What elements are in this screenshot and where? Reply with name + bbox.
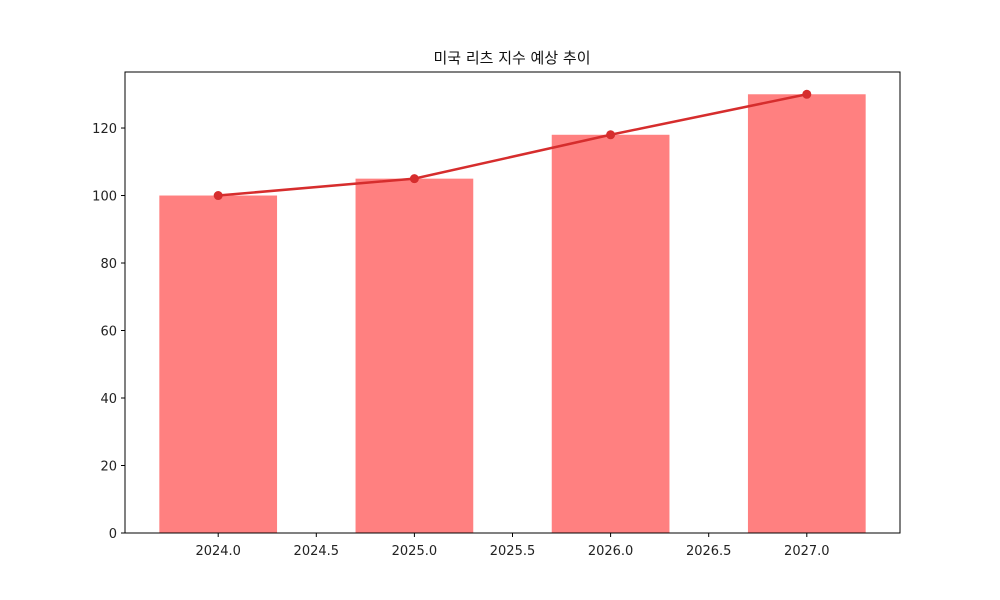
y-tick-label: 20 <box>100 460 117 475</box>
y-axis: 0 20 40 60 80 100 120 <box>92 122 125 542</box>
y-tick-label: 120 <box>92 122 117 137</box>
line-path <box>218 93 808 197</box>
line-marker <box>213 191 223 201</box>
line-marker <box>606 130 616 140</box>
x-tick-label: 2025.5 <box>490 544 536 559</box>
y-tick-label: 100 <box>92 190 117 205</box>
bar <box>747 94 866 533</box>
bar <box>551 134 670 533</box>
line-marker <box>409 174 419 184</box>
x-tick-label: 2024.0 <box>195 544 241 559</box>
x-tick-label: 2027.0 <box>784 544 830 559</box>
y-tick-label: 40 <box>100 392 117 407</box>
x-tick-label: 2024.5 <box>294 544 340 559</box>
x-axis: 2024.0 2024.5 2025.0 2025.5 2026.0 2026.5 2027… <box>195 533 830 559</box>
x-tick-label: 2026.5 <box>686 544 732 559</box>
chart-title: 미국 리츠 지수 예상 추이 <box>433 49 590 67</box>
line-series <box>213 89 812 201</box>
bar-series <box>159 94 866 533</box>
bar <box>355 178 474 533</box>
y-tick-label: 60 <box>100 325 117 340</box>
line-marker <box>802 89 812 99</box>
bar <box>159 195 278 533</box>
y-tick-label: 80 <box>100 257 117 272</box>
x-tick-label: 2025.0 <box>392 544 438 559</box>
y-tick-label: 0 <box>109 527 117 542</box>
x-tick-label: 2026.0 <box>588 544 634 559</box>
